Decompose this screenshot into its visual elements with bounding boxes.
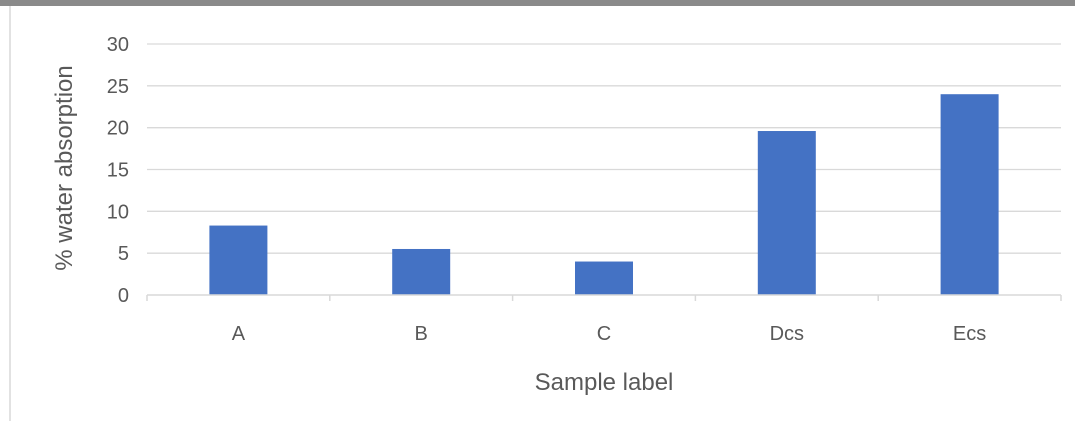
- y-axis-tick-labels: 0 5 10 15 20 25 30: [107, 34, 129, 307]
- y-tick-label: 20: [107, 118, 129, 140]
- y-tick-label: 25: [107, 76, 129, 98]
- y-axis-title: % water absorption: [51, 65, 78, 270]
- x-tick-label: Ecs: [953, 323, 986, 345]
- chart-top-border: [0, 0, 1075, 6]
- bar-dcs: [757, 131, 816, 295]
- x-axis-tick-labels: A B C Dcs Ecs: [232, 323, 987, 345]
- x-tick-label: Dcs: [770, 323, 804, 345]
- x-axis: [146, 294, 1062, 301]
- bar-ecs: [940, 94, 999, 295]
- gridlines: [147, 43, 1061, 254]
- x-tick-label: B: [415, 323, 428, 345]
- y-tick-label: 0: [118, 285, 129, 307]
- y-tick-label: 15: [107, 160, 129, 182]
- x-tick-label: C: [597, 323, 611, 345]
- bar-a: [209, 225, 268, 295]
- x-tick-label: A: [232, 323, 246, 345]
- y-tick-label: 10: [107, 201, 129, 223]
- bar-b: [392, 248, 451, 295]
- y-tick-label: 5: [118, 243, 129, 265]
- x-axis-title: Sample label: [535, 369, 674, 396]
- y-tick-label: 30: [107, 34, 129, 56]
- bar-c: [575, 261, 633, 295]
- bars: [209, 94, 999, 295]
